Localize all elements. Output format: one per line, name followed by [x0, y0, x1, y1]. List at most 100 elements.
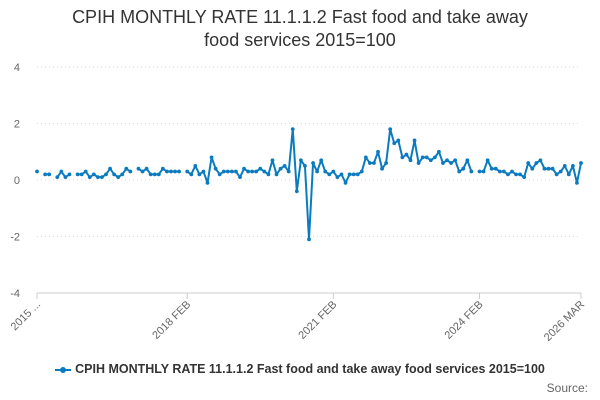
data-point [566, 172, 571, 177]
data-point [221, 169, 226, 174]
data-point [396, 138, 401, 143]
data-point [197, 172, 202, 177]
data-point [91, 172, 96, 177]
data-point [262, 169, 267, 174]
data-point [307, 237, 311, 242]
data-point [242, 166, 246, 171]
data-point [445, 158, 449, 163]
data-point [477, 169, 482, 174]
data-point [542, 166, 547, 171]
data-point [400, 155, 405, 160]
data-point [485, 158, 490, 163]
data-point [250, 169, 255, 174]
data-point [225, 169, 230, 174]
data-point [510, 169, 514, 174]
data-point [437, 149, 441, 154]
data-point [140, 169, 145, 174]
data-point [550, 166, 555, 171]
data-point [201, 169, 206, 174]
data-point [347, 172, 352, 177]
data-point [298, 158, 303, 163]
data-point [303, 163, 307, 168]
data-point [376, 149, 380, 154]
data-point [63, 175, 68, 180]
y-tick-label: 0 [14, 175, 20, 187]
data-point [368, 161, 372, 165]
data-point [152, 172, 157, 177]
data-point [372, 161, 376, 165]
data-point [120, 172, 125, 177]
chart-title-line-2: food services 2015=100 [204, 30, 396, 50]
data-point [465, 158, 470, 163]
y-tick-label: -2 [10, 232, 20, 244]
data-point [266, 172, 271, 177]
data-point [449, 161, 453, 165]
data-point [55, 175, 60, 180]
data-point [392, 141, 397, 146]
x-tick-label: 2024 FEB [443, 299, 486, 342]
data-point [234, 169, 238, 174]
data-point [311, 161, 315, 165]
data-point [489, 166, 494, 171]
y-tick-label: 4 [14, 62, 20, 74]
data-point [404, 152, 409, 157]
data-point [217, 172, 222, 177]
data-point [441, 161, 445, 165]
x-tick-label: 2026 MAR [542, 299, 587, 344]
data-point [79, 172, 84, 177]
data-point [148, 172, 153, 177]
y-tick-label: -4 [10, 288, 20, 300]
data-point [96, 175, 100, 180]
data-point [359, 169, 364, 174]
data-point [412, 138, 417, 143]
data-point [562, 163, 567, 168]
data-point [286, 169, 291, 174]
data-point [160, 166, 165, 171]
data-point [213, 166, 218, 171]
x-tick-label: 2015 ... [9, 299, 43, 333]
data-point [558, 169, 563, 174]
data-point [481, 169, 486, 174]
data-point [156, 172, 161, 177]
data-point [282, 163, 287, 168]
legend-label: CPIH MONTHLY RATE 11.1.1.2 Fast food and… [75, 362, 545, 376]
data-point [432, 155, 437, 160]
data-point [343, 180, 348, 185]
data-point [43, 172, 48, 177]
data-point [331, 169, 336, 174]
data-point [294, 189, 299, 194]
data-point [546, 166, 551, 171]
data-point [205, 180, 210, 185]
data-point [506, 172, 510, 177]
data-point [327, 172, 332, 177]
series-line-segment [56, 170, 71, 179]
data-point [270, 158, 275, 163]
data-point [173, 169, 177, 174]
data-point [424, 155, 429, 160]
data-point [335, 175, 340, 180]
data-point [108, 166, 112, 171]
data-point [575, 180, 579, 185]
data-point [165, 169, 169, 174]
data-point [136, 166, 141, 171]
y-tick-label: 2 [14, 119, 20, 131]
data-point [457, 169, 462, 174]
legend[interactable]: CPIH MONTHLY RATE 11.1.1.2 Fast food and… [0, 362, 600, 376]
data-point [501, 169, 506, 174]
data-point [380, 166, 384, 171]
data-point [570, 163, 575, 168]
data-point [193, 163, 198, 168]
data-point [428, 158, 433, 163]
source-label: Source: [546, 381, 588, 395]
data-point [526, 161, 531, 165]
x-tick-label: 2018 FEB [150, 299, 193, 342]
chart-title: CPIH MONTHLY RATE 11.1.1.2 Fast food and… [0, 6, 600, 52]
data-point [169, 169, 173, 174]
data-point [35, 169, 39, 174]
data-point [67, 172, 72, 177]
data-point [384, 161, 389, 165]
data-point [388, 127, 393, 132]
data-point [315, 169, 320, 174]
data-point [112, 172, 117, 177]
